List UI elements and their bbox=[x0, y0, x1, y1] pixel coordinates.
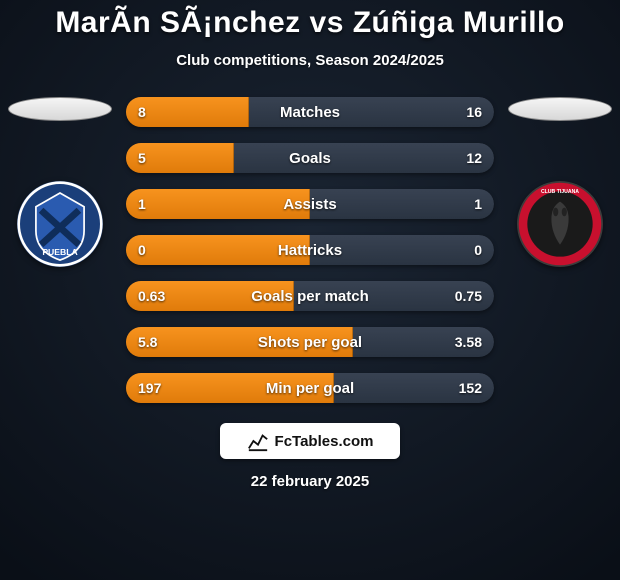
bar-left-fill bbox=[126, 97, 249, 127]
source-badge: FcTables.com bbox=[220, 423, 400, 459]
chart-icon bbox=[247, 430, 269, 452]
stat-bar: Shots per goal5.83.58 bbox=[126, 327, 494, 357]
right-column: CLUB TIJUANA bbox=[500, 97, 620, 267]
left-ellipse bbox=[8, 97, 112, 121]
bar-left-fill bbox=[126, 235, 310, 265]
page-subtitle: Club competitions, Season 2024/2025 bbox=[176, 52, 444, 69]
bar-left-fill bbox=[126, 143, 234, 173]
stat-bar: Assists11 bbox=[126, 189, 494, 219]
bar-left-fill bbox=[126, 281, 294, 311]
stat-bar: Hattricks00 bbox=[126, 235, 494, 265]
right-team-crest: CLUB TIJUANA bbox=[517, 181, 603, 267]
comparison-area: PUEBLA Matches816 Goals512 Assists11 Hattri… bbox=[0, 97, 620, 403]
svg-text:PUEBLA: PUEBLA bbox=[42, 247, 77, 257]
bar-left-fill bbox=[126, 189, 310, 219]
svg-text:CLUB TIJUANA: CLUB TIJUANA bbox=[541, 189, 579, 195]
stat-bar: Matches816 bbox=[126, 97, 494, 127]
page-title: MarÃ­n SÃ¡nchez vs Zúñiga Murillo bbox=[55, 6, 564, 40]
left-team-crest: PUEBLA bbox=[17, 181, 103, 267]
left-column: PUEBLA bbox=[0, 97, 120, 267]
footer-date: 22 february 2025 bbox=[251, 473, 369, 490]
stat-bar: Goals512 bbox=[126, 143, 494, 173]
source-badge-text: FcTables.com bbox=[275, 433, 374, 450]
bar-left-fill bbox=[126, 327, 353, 357]
stat-bar: Goals per match0.630.75 bbox=[126, 281, 494, 311]
stat-bars: Matches816 Goals512 Assists11 Hattricks00 Go… bbox=[120, 97, 500, 403]
right-ellipse bbox=[508, 97, 612, 121]
stat-bar: Min per goal197152 bbox=[126, 373, 494, 403]
bar-left-fill bbox=[126, 373, 334, 403]
